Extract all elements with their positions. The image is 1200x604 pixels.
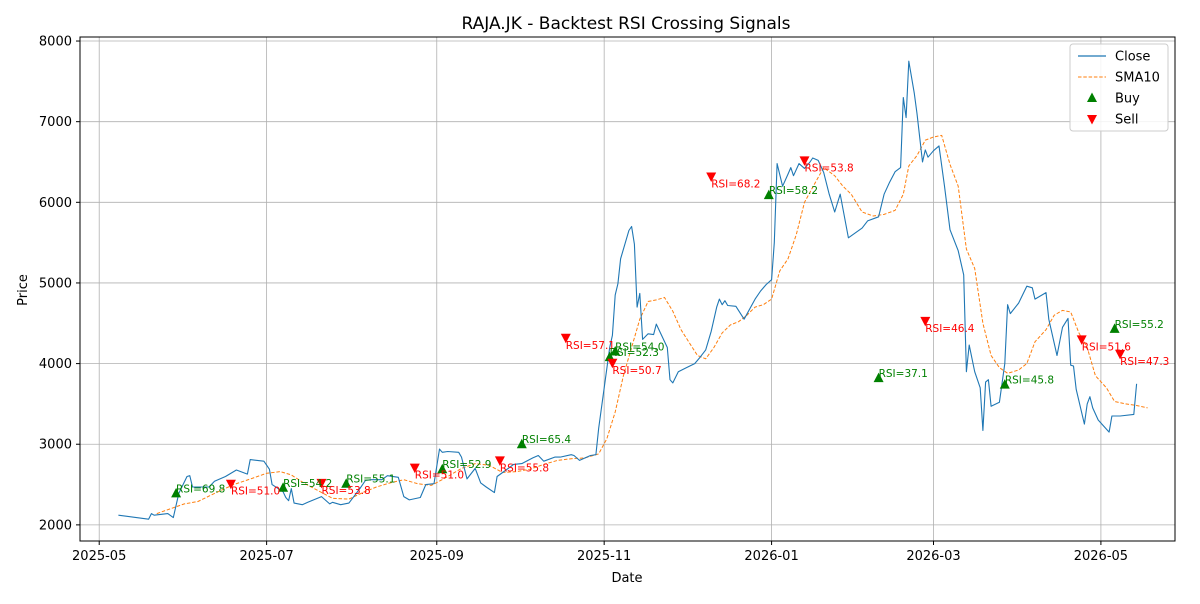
signal-markers xyxy=(171,156,1126,498)
buy-marker xyxy=(171,487,182,498)
buy-marker xyxy=(1109,323,1120,333)
sell-rsi-label: RSI=46.4 xyxy=(925,323,975,335)
buy-rsi-label: RSI=54.0 xyxy=(615,341,664,353)
sell-marker xyxy=(1076,335,1087,345)
x-tick-label: 2025-07 xyxy=(239,549,293,564)
legend-box xyxy=(1069,43,1169,132)
buy-marker xyxy=(604,351,615,362)
buy-marker xyxy=(763,189,774,200)
sell-rsi-label: RSI=53.8 xyxy=(322,485,371,497)
y-axis-label: Price xyxy=(16,274,31,306)
sell-marker xyxy=(494,456,505,466)
x-tick-label: 2025-05 xyxy=(72,549,126,564)
axis-ticks: 2025-05 2025-07 2025-09 2025-11 2026-01 2026-… xyxy=(39,35,1128,564)
sell-rsi-label: RSI=50.7 xyxy=(612,365,661,377)
close-series xyxy=(118,60,1138,520)
buy-marker xyxy=(999,379,1010,389)
buy-rsi-label: RSI=52.9 xyxy=(442,459,491,471)
sell-marker xyxy=(560,333,571,344)
sell-marker xyxy=(607,358,618,369)
legend: Close SMA10 Buy Sell xyxy=(1069,43,1169,132)
legend-label: SMA10 xyxy=(1115,71,1160,86)
legend-label: Sell xyxy=(1115,113,1138,128)
buy-rsi-label: RSI=55.2 xyxy=(1115,319,1164,331)
buy-marker xyxy=(873,372,884,383)
x-tick-label: 2026-03 xyxy=(906,549,960,564)
y-tick-label: 3000 xyxy=(39,438,72,453)
y-tick-label: 8000 xyxy=(39,35,72,50)
sell-rsi-label: RSI=57.1 xyxy=(566,340,615,352)
sma-series xyxy=(156,134,1148,515)
buy-marker xyxy=(278,482,289,492)
x-axis-label: Date xyxy=(611,571,642,586)
sell-marker xyxy=(706,172,717,182)
chart-title: RAJA.JK - Backtest RSI Crossing Signals xyxy=(461,14,790,34)
x-tick-label: 2025-09 xyxy=(410,549,464,564)
x-tick-label: 2026-01 xyxy=(744,549,798,564)
plot-frame xyxy=(79,36,1176,542)
buy-rsi-label: RSI=52.3 xyxy=(610,347,659,359)
signal-labels: RSI=69.8 RSI=51.0RSI=54.2RSI=53.8RSI=55.1… xyxy=(176,162,1169,497)
grid-lines xyxy=(80,37,1175,541)
sma10-line xyxy=(156,134,1148,515)
buy-rsi-label: RSI=55.1 xyxy=(346,474,395,486)
y-tick-label: 6000 xyxy=(39,196,72,211)
y-tick-label: 2000 xyxy=(39,518,72,533)
legend-label: Buy xyxy=(1115,92,1140,107)
buy-rsi-label: RSI=45.8 xyxy=(1005,375,1054,387)
y-tick-label: 7000 xyxy=(39,115,72,130)
sell-marker xyxy=(1115,349,1126,360)
sell-marker xyxy=(799,156,810,166)
buy-marker xyxy=(437,463,448,474)
buy-marker xyxy=(610,346,621,356)
sell-marker xyxy=(316,478,327,489)
sell-rsi-label: RSI=55.8 xyxy=(500,462,549,474)
sell-rsi-label: RSI=47.3 xyxy=(1120,356,1169,368)
x-tick-label: 2026-05 xyxy=(1074,549,1128,564)
close-line xyxy=(118,60,1138,520)
sell-marker xyxy=(920,316,931,327)
buy-rsi-label: RSI=58.2 xyxy=(769,185,818,197)
sell-rsi-label: RSI=51.0 xyxy=(415,470,464,482)
legend-label: Close xyxy=(1115,50,1150,65)
x-tick-label: 2025-11 xyxy=(577,549,631,564)
buy-marker xyxy=(341,478,352,488)
sell-rsi-label: RSI=51.6 xyxy=(1082,341,1132,353)
buy-rsi-label: RSI=69.8 xyxy=(176,483,225,495)
sell-rsi-label: RSI=53.8 xyxy=(805,162,854,174)
sell-marker xyxy=(225,479,236,490)
buy-rsi-label: RSI=65.4 xyxy=(522,434,572,446)
y-tick-label: 4000 xyxy=(39,357,72,372)
legend-buy-swatch xyxy=(1087,92,1097,102)
y-tick-label: 5000 xyxy=(39,276,72,291)
sell-rsi-label: RSI=51.0 xyxy=(231,486,280,498)
sell-marker xyxy=(409,463,420,474)
buy-marker xyxy=(516,438,527,449)
buy-rsi-label: RSI=54.2 xyxy=(283,478,332,490)
sell-rsi-label: RSI=68.2 xyxy=(711,179,760,191)
buy-rsi-label: RSI=37.1 xyxy=(879,368,928,380)
legend-sell-swatch xyxy=(1087,115,1097,125)
